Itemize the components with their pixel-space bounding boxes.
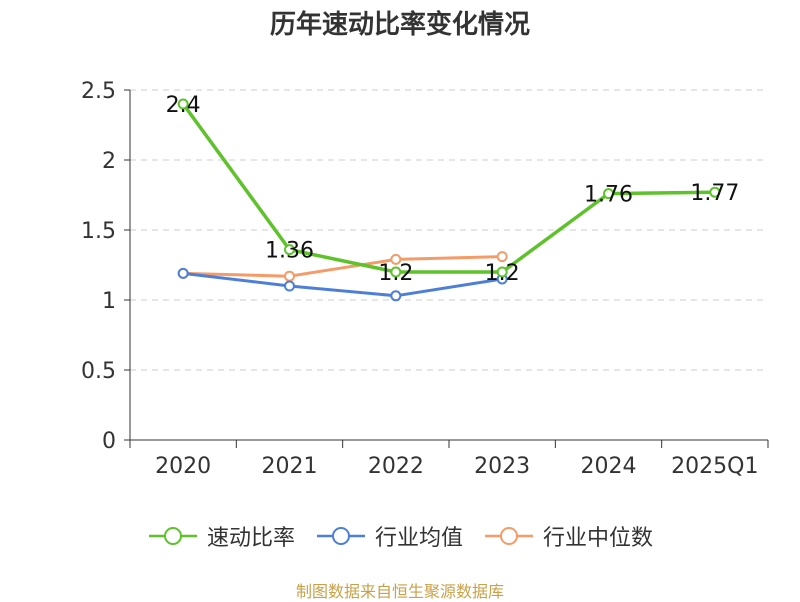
x-tick-label: 2020 [155,454,211,479]
legend-swatch-icon [485,527,533,545]
legend-swatch-icon [148,527,197,545]
data-label: 1.76 [584,183,633,208]
x-tick-label: 2021 [262,454,318,479]
legend-label: 速动比率 [206,526,295,551]
y-tick-label: 0 [102,429,116,454]
x-tick-label: 2024 [581,454,637,479]
legend-swatch-icon [316,527,365,545]
legend-item[interactable]: 行业中位数 [483,520,653,552]
data-point[interactable] [390,266,402,278]
legend-item[interactable]: 行业均值 [315,520,463,552]
data-point[interactable] [177,98,189,110]
legend-swatch-marker [163,527,182,545]
data-label: 1.2 [378,261,413,286]
legend-swatch-marker [331,527,350,545]
legend-item[interactable]: 速动比率 [147,520,295,552]
data-point[interactable] [390,253,402,265]
data-point[interactable] [284,280,295,292]
y-tick-label: 2 [102,149,116,174]
legend-label: 行业中位数 [543,526,654,551]
data-label: 1.36 [265,239,314,264]
data-point[interactable] [390,290,402,302]
legend-swatch-marker [500,527,518,545]
legend-label: 行业均值 [374,526,463,551]
y-tick-label: 1.5 [81,219,116,244]
source-note: 制图数据来自恒生聚源数据库 [295,582,504,601]
series-line [182,271,503,298]
series-line [183,255,503,278]
data-point[interactable] [603,188,614,200]
x-tick-label: 2025Q1 [671,454,758,479]
series-0 [177,98,721,278]
series-line [181,102,715,274]
series-2 [177,251,508,282]
x-tick-label: 2022 [368,454,424,479]
y-tick-label: 0.5 [81,359,116,384]
data-labels: 2.4 1.36 1.2 1.2 1.76 1.77 [166,93,740,286]
data-point[interactable] [496,266,508,278]
y-tick-labels: 0 0.5 1 1.5 2 2.5 [81,79,116,454]
y-tick-label: 1 [102,289,116,314]
data-label: 1.77 [690,181,739,206]
x-tick-labels: 2020 2021 2022 2023 2024 2025Q1 [155,454,758,479]
x-tick-label: 2023 [474,454,530,479]
grid-lines [130,89,768,371]
y-tick-label: 2.5 [81,79,116,104]
legend: 速动比率 行业均值 行业中位数 [0,520,800,552]
chart-title: 历年速动比率变化情况 [269,10,530,40]
data-label: 2.4 [166,93,201,118]
axes [124,89,769,448]
data-point[interactable] [496,251,508,263]
data-point[interactable] [284,244,295,256]
series-lines [177,98,721,302]
data-point[interactable] [284,270,295,282]
data-point[interactable] [709,186,721,198]
data-point[interactable] [177,267,189,279]
data-label: 1.2 [485,261,520,286]
